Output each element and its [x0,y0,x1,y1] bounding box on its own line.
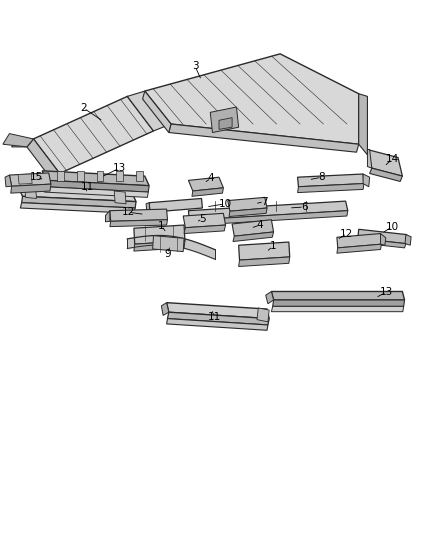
Polygon shape [192,188,223,196]
Polygon shape [358,229,407,244]
Polygon shape [145,54,359,144]
Polygon shape [97,171,103,181]
Polygon shape [166,319,268,330]
Text: 13: 13 [380,287,393,297]
Polygon shape [18,187,136,201]
Polygon shape [337,244,381,253]
Text: 14: 14 [386,154,399,164]
Polygon shape [188,201,348,220]
Text: 3: 3 [192,61,198,71]
Text: 11: 11 [208,312,221,322]
Polygon shape [219,118,232,130]
Text: 11: 11 [81,182,94,192]
Polygon shape [266,292,274,304]
Polygon shape [169,124,359,152]
Polygon shape [184,225,226,233]
Polygon shape [232,220,274,236]
Text: 9: 9 [165,249,171,259]
Polygon shape [229,208,267,216]
Polygon shape [127,91,171,131]
Polygon shape [3,134,33,147]
Polygon shape [363,174,370,187]
Polygon shape [134,241,185,251]
Polygon shape [167,312,269,325]
Polygon shape [257,308,269,322]
Polygon shape [367,150,403,176]
Polygon shape [11,184,51,193]
Polygon shape [33,96,153,173]
Polygon shape [239,242,290,260]
Polygon shape [272,292,405,300]
Polygon shape [239,257,290,266]
Polygon shape [46,180,149,192]
Polygon shape [20,203,135,213]
Polygon shape [273,300,405,306]
Polygon shape [297,183,364,192]
Polygon shape [146,203,150,213]
Polygon shape [106,211,110,222]
Text: 10: 10 [386,222,399,232]
Text: 15: 15 [30,172,43,182]
Polygon shape [77,171,84,181]
Polygon shape [110,220,167,227]
Polygon shape [25,187,36,198]
Polygon shape [188,211,348,225]
Polygon shape [183,213,226,228]
Text: 7: 7 [261,197,267,207]
Polygon shape [42,171,149,185]
Polygon shape [161,303,169,316]
Text: 12: 12 [340,229,353,239]
Polygon shape [272,306,404,312]
Polygon shape [27,139,60,181]
Polygon shape [370,168,403,181]
Text: 1: 1 [269,241,276,251]
Polygon shape [405,235,411,245]
Text: 8: 8 [318,172,325,182]
Text: 2: 2 [80,103,87,113]
Polygon shape [166,303,269,319]
Polygon shape [134,225,185,244]
Polygon shape [57,171,64,181]
Polygon shape [143,91,171,133]
Polygon shape [228,197,267,211]
Polygon shape [5,175,12,187]
Text: 1: 1 [158,221,165,231]
Polygon shape [152,236,184,252]
Polygon shape [188,177,223,191]
Polygon shape [357,238,406,248]
Polygon shape [44,187,148,197]
Text: 5: 5 [199,214,206,224]
Text: 6: 6 [301,202,307,212]
Polygon shape [149,198,202,212]
Polygon shape [233,232,274,241]
Text: 12: 12 [122,207,135,217]
Polygon shape [297,174,364,187]
Polygon shape [18,174,32,184]
Text: 4: 4 [257,220,263,230]
Polygon shape [136,171,143,181]
Polygon shape [381,233,386,245]
Text: 4: 4 [208,173,215,183]
Text: 13: 13 [113,163,126,173]
Polygon shape [367,150,372,168]
Polygon shape [21,196,136,208]
Polygon shape [12,139,33,147]
Polygon shape [337,233,381,248]
Polygon shape [114,191,126,204]
Text: 10: 10 [219,199,232,209]
Polygon shape [10,173,51,186]
Polygon shape [117,171,123,181]
Polygon shape [210,107,239,133]
Polygon shape [359,94,367,155]
Polygon shape [110,209,167,221]
